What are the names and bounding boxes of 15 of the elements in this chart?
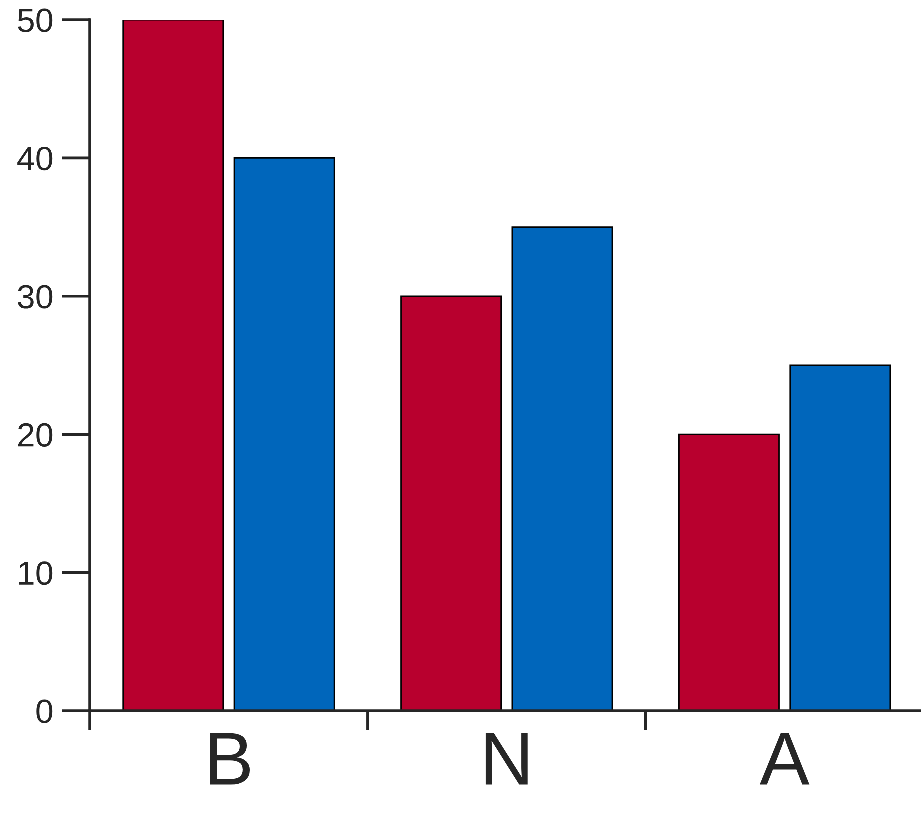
x-tick-label: N (486, 733, 528, 785)
x-tick-label: B (210, 733, 250, 785)
bar (512, 226, 614, 711)
x-tick-label: A (760, 733, 810, 785)
y-tick-label: 50 (18, 8, 53, 32)
bar (678, 434, 780, 711)
bar (234, 158, 336, 711)
y-tick-label: 20 (18, 423, 53, 448)
bar (122, 20, 224, 711)
y-tick-label: 10 (19, 562, 53, 586)
y-tick-label: 0 (36, 700, 53, 724)
y-tick-label: 40 (18, 147, 53, 171)
bar (790, 364, 892, 711)
y-tick-label: 30 (18, 285, 53, 309)
bar (400, 296, 502, 711)
